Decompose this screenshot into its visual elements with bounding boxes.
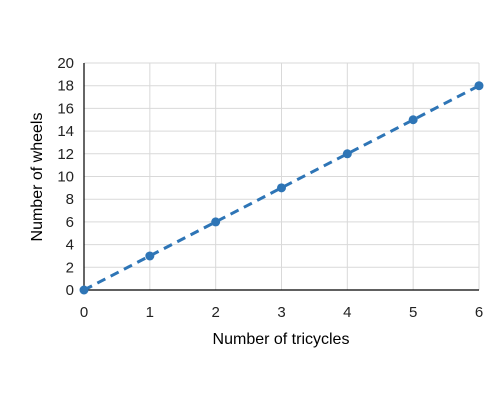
y-tick-label: 14 (57, 123, 74, 140)
y-tick-label: 0 (66, 282, 74, 299)
y-tick-label: 10 (57, 169, 74, 186)
y-tick-label: 4 (66, 237, 74, 254)
y-tick-labels: 0 2 4 6 8 10 12 14 16 18 20 (57, 55, 74, 299)
data-series (79, 81, 484, 295)
data-point (211, 217, 221, 227)
y-axis-label: Number of wheels (29, 113, 46, 242)
data-point (277, 183, 286, 193)
data-point (342, 149, 352, 159)
x-tick-label: 0 (80, 304, 88, 321)
y-tick-label: 2 (66, 259, 74, 276)
axes (83, 63, 479, 291)
y-tick-label: 18 (57, 78, 74, 95)
data-point (145, 251, 155, 261)
x-tick-label: 3 (277, 304, 285, 321)
y-tick-label: 16 (57, 100, 74, 117)
x-tick-label: 2 (211, 304, 219, 321)
x-tick-label: 5 (409, 304, 417, 321)
data-point (408, 115, 418, 125)
y-tick-label: 6 (66, 214, 74, 231)
y-tick-label: 12 (57, 146, 74, 163)
y-tick-label: 20 (57, 55, 74, 72)
y-tick-label: 8 (66, 191, 74, 208)
data-point (474, 81, 484, 91)
x-tick-labels: 0 1 2 3 4 5 6 (80, 304, 483, 321)
x-tick-label: 6 (475, 304, 483, 321)
data-point (79, 285, 89, 295)
x-tick-label: 4 (343, 304, 351, 321)
x-tick-label: 1 (146, 304, 154, 321)
gridlines (84, 62, 480, 290)
x-axis-label: Number of tricycles (213, 331, 350, 348)
